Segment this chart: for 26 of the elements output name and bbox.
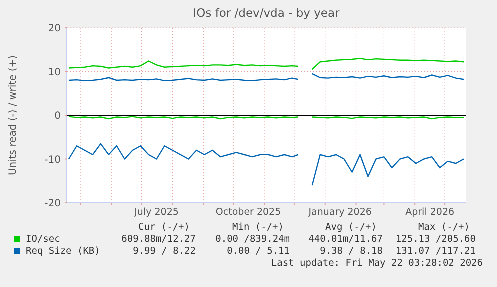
x-tick-label: October 2025 — [216, 207, 282, 218]
text: 609.88m/12.27 — [122, 234, 196, 245]
x-tick-label: July 2025 — [134, 207, 179, 218]
y-tick-label: 10 — [48, 67, 61, 78]
legend-label: Req Size (KB) — [26, 246, 100, 257]
y-tick-label: 0 — [54, 111, 61, 122]
chart-title: IOs for /dev/vda - by year — [193, 6, 340, 20]
legend-label: IO/sec — [26, 234, 60, 245]
y-tick-label: -10 — [44, 154, 61, 166]
y-tick-label: 20 — [48, 24, 61, 34]
text: 125.13 /205.60 — [396, 234, 476, 245]
text: Max (-/+) — [418, 222, 470, 233]
text: 131.07 /117.21 — [396, 246, 476, 257]
text: 440.01m/11.67 — [308, 234, 383, 245]
text: Last update: Fri May 22 03:28:02 2026 — [271, 258, 484, 269]
x-tick-label: January 2026 — [308, 207, 372, 218]
y-tick-label: -20 — [44, 198, 61, 210]
text: Avg (-/+) — [326, 222, 377, 233]
text: Cur (-/+) — [138, 222, 190, 233]
y-axis-title: Units read (-) / write (+) — [8, 55, 19, 176]
text: 0.00 /839.24m — [216, 234, 290, 245]
text: 0.00 / 5.11 — [227, 246, 290, 257]
x-tick-label: April 2026 — [406, 207, 455, 218]
text: 9.99 / 8.22 — [133, 246, 196, 257]
text: 9.38 / 8.18 — [320, 246, 384, 257]
text: Min (-/+) — [232, 222, 284, 233]
